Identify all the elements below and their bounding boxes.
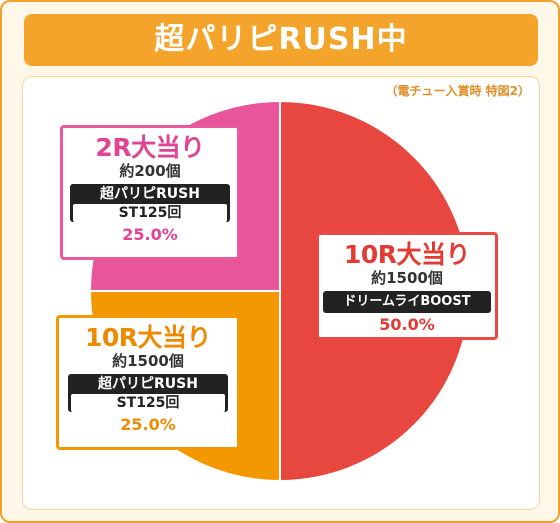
slice-label-2r-sub: 約200個 [119, 162, 181, 180]
slice-label-10r-boost: 10R大当り 約1500個 ドリームライBOOST 50.0% [316, 232, 498, 340]
slice-label-10r-boost-percent: 50.0% [379, 315, 435, 334]
slice-label-10r-boost-title: 10R大当り [343, 240, 471, 269]
slice-label-2r-percent: 25.0% [122, 225, 178, 244]
slice-label-10r-rush: 10R大当り 約1500個 超パリピRUSH ST125回 25.0% [56, 315, 240, 450]
slice-label-10r-rush-percent: 25.0% [120, 415, 176, 434]
slice-label-10r-rush-title: 10R大当り [84, 323, 212, 352]
slice-label-10r-rush-mode-box: 超パリピRUSH ST125回 [68, 374, 228, 412]
slice-label-10r-rush-mode-detail: ST125回 [71, 394, 225, 412]
slice-label-2r-mode-box: 超パリピRUSH ST125回 [70, 184, 230, 222]
slice-label-10r-boost-mode: ドリームライBOOST [323, 291, 491, 313]
slice-label-10r-rush-mode: 超パリピRUSH [98, 376, 198, 392]
chart-note: （電チュー入賞時 特図2） [385, 84, 530, 98]
slice-label-2r-title: 2R大当り [95, 133, 205, 162]
slice-label-2r-mode-detail: ST125回 [73, 204, 227, 222]
slice-label-10r-boost-sub: 約1500個 [371, 269, 443, 287]
slice-label-2r-mode: 超パリピRUSH [100, 186, 200, 202]
chart-title: 超パリピRUSH中 [24, 14, 538, 66]
slice-label-10r-rush-sub: 約1500個 [112, 352, 184, 370]
slice-label-2r: 2R大当り 約200個 超パリピRUSH ST125回 25.0% [60, 125, 240, 260]
